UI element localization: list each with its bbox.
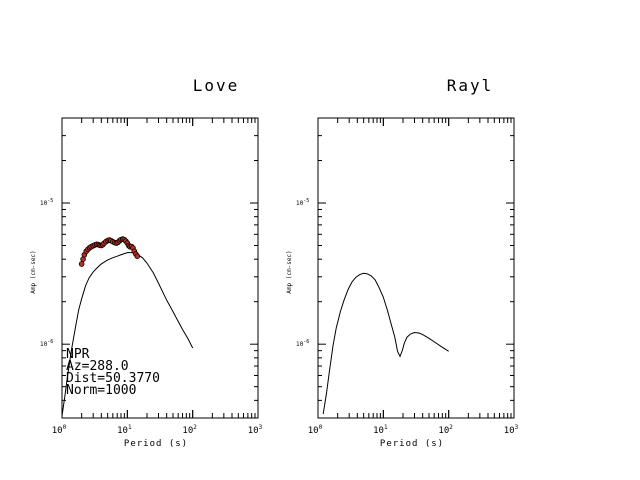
rayl-title: Rayl	[447, 76, 494, 95]
rayl-x-tick-label: 100	[308, 424, 323, 436]
rayl-y-tick-label: 10-5	[296, 198, 309, 207]
love-y-tick-marks	[62, 117, 258, 419]
love-annotation: Dist=50.3770	[66, 371, 160, 386]
love-x-tick-label: 102	[182, 424, 197, 436]
love-annotation: NPR	[66, 347, 90, 362]
love-annotation: Norm=1000	[66, 383, 136, 398]
love-model-curve	[62, 252, 194, 417]
love-y-tick-label: 10-6	[40, 339, 53, 348]
rayl-x-tick-label: 102	[438, 424, 453, 436]
rayl-plot-frame	[317, 117, 515, 419]
love-annotation: Az=288.0	[66, 359, 129, 374]
love-observed-points	[78, 236, 141, 267]
love-x-tick-marks	[61, 118, 259, 418]
rayl-panel: Rayl 100 101 102 103 10-5 10-6 Period (s) Amp (c…	[286, 76, 519, 449]
observed-point	[134, 253, 141, 259]
observed-point	[78, 261, 85, 267]
rayl-y-axis-label: Amp (cm-sec)	[286, 250, 293, 293]
rayl-x-tick-marks	[317, 118, 515, 418]
love-y-axis-label: Amp (cm-sec)	[30, 250, 37, 293]
love-x-tick-label: 103	[248, 424, 263, 436]
rayl-x-tick-label: 101	[373, 424, 388, 436]
rayl-x-tick-label: 103	[504, 424, 519, 436]
love-title: Love	[193, 76, 240, 95]
love-panel: Love 100 101 102 103 10-5 10-6 Period (s) Amp (c…	[30, 76, 263, 449]
love-x-tick-label: 101	[117, 424, 132, 436]
love-x-axis-label: Period (s)	[124, 439, 188, 449]
love-plot-frame	[61, 117, 259, 419]
rayl-y-tick-marks	[318, 117, 514, 419]
rayl-x-axis-label: Period (s)	[380, 439, 444, 449]
love-x-tick-label: 100	[52, 424, 67, 436]
rayl-y-tick-label: 10-6	[296, 339, 309, 348]
rayl-model-curve	[322, 272, 449, 415]
love-y-tick-label: 10-5	[40, 198, 53, 207]
